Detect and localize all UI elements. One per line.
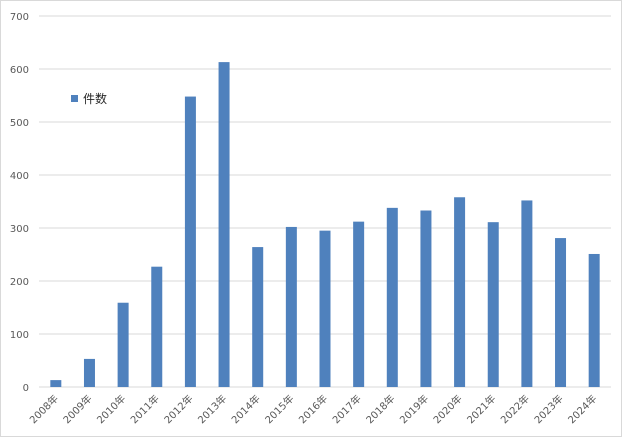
bar bbox=[454, 197, 466, 387]
y-tick-label: 200 bbox=[10, 277, 29, 288]
bar bbox=[420, 210, 432, 387]
x-axis-tick-labels: 2008年 2009年 2010年 2011年 2012年 2013年 2014年 2015年… bbox=[27, 392, 600, 426]
x-tick-label: 2023年 bbox=[531, 392, 565, 426]
bar bbox=[184, 96, 196, 387]
x-tick-label: 2016年 bbox=[296, 392, 330, 426]
x-tick-label: 2024年 bbox=[565, 392, 599, 426]
x-tick-label: 2022年 bbox=[498, 392, 532, 426]
y-tick-label: 0 bbox=[23, 383, 29, 394]
bar bbox=[588, 253, 600, 387]
x-tick-label: 2014年 bbox=[229, 392, 263, 426]
x-tick-label: 2019年 bbox=[397, 392, 431, 426]
x-tick-label: 2021年 bbox=[464, 392, 498, 426]
y-tick-label: 300 bbox=[10, 224, 29, 235]
x-tick-label: 2008年 bbox=[27, 392, 61, 426]
bar bbox=[285, 226, 297, 387]
bar bbox=[487, 222, 499, 387]
x-tick-label: 2015年 bbox=[262, 392, 296, 426]
x-tick-label: 2020年 bbox=[430, 392, 464, 426]
bar bbox=[521, 200, 533, 387]
bar-series bbox=[50, 62, 600, 388]
x-tick-label: 2010年 bbox=[94, 392, 128, 426]
y-tick-label: 400 bbox=[10, 171, 29, 182]
y-tick-label: 700 bbox=[10, 12, 29, 23]
y-axis-tick-labels: 0 100 200 300 400 500 600 700 bbox=[10, 12, 29, 394]
y-tick-label: 100 bbox=[10, 330, 29, 341]
x-tick-label: 2011年 bbox=[128, 392, 162, 426]
bar bbox=[353, 221, 365, 387]
y-tick-label: 600 bbox=[10, 65, 29, 76]
bar bbox=[218, 62, 230, 388]
x-tick-label: 2009年 bbox=[60, 392, 94, 426]
bar bbox=[386, 207, 398, 387]
bar bbox=[555, 238, 567, 387]
x-tick-label: 2017年 bbox=[330, 392, 364, 426]
legend-swatch bbox=[71, 95, 78, 102]
y-tick-label: 500 bbox=[10, 118, 29, 129]
bar bbox=[117, 302, 129, 387]
bar bbox=[50, 380, 62, 387]
bar bbox=[83, 358, 95, 387]
legend: 件数 bbox=[71, 90, 107, 107]
legend-label: 件数 bbox=[83, 92, 108, 106]
bar bbox=[252, 247, 264, 387]
x-tick-label: 2018年 bbox=[363, 392, 397, 426]
bar bbox=[319, 230, 331, 387]
x-tick-label: 2012年 bbox=[161, 392, 195, 426]
x-tick-label: 2013年 bbox=[195, 392, 229, 426]
bar bbox=[151, 266, 163, 387]
